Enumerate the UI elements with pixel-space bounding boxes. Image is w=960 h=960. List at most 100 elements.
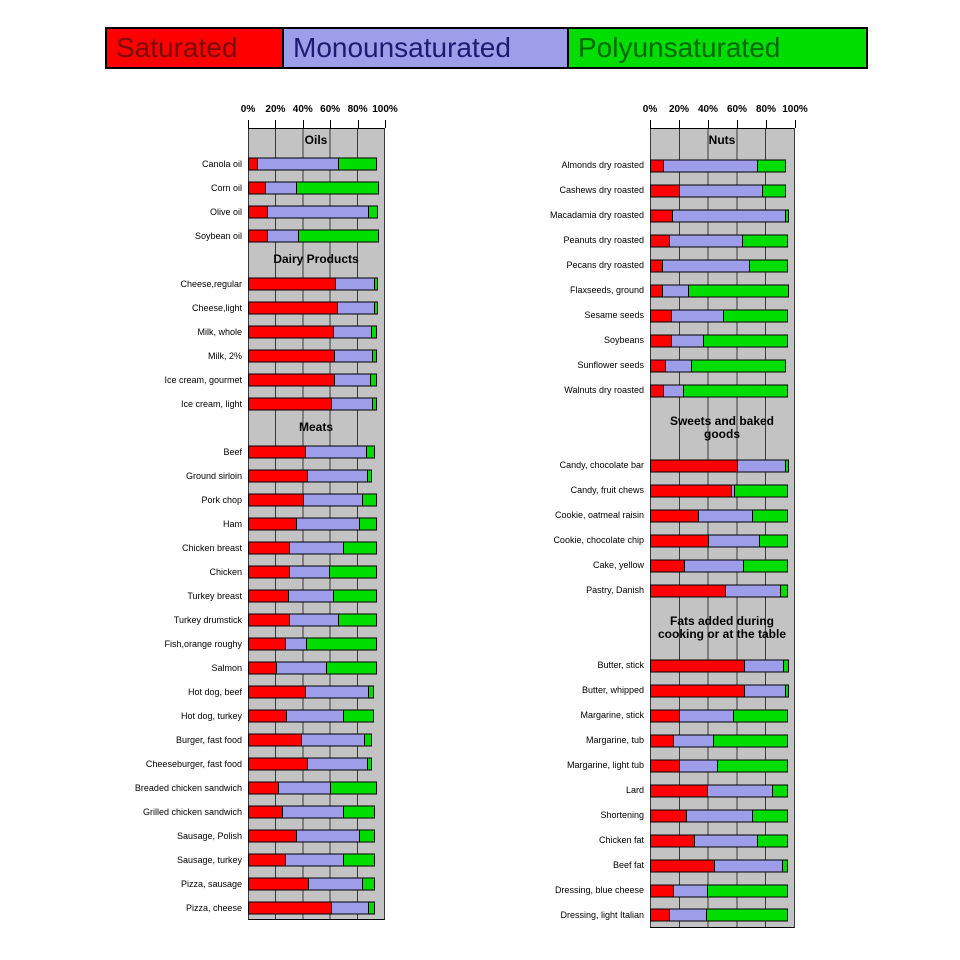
stacked-bar [650,459,794,472]
food-label: Ice cream, gourmet [164,374,242,385]
bar-row: Hot dog, beef [48,680,385,704]
food-label: Cheese,regular [180,278,242,289]
bar-segment-polyunsaturated [338,157,377,171]
bar-track [650,678,795,703]
bar-row: Sunflower seeds [450,353,795,378]
food-label: Breaded chicken sandwich [134,782,242,793]
bar-segment-saturated [248,901,333,914]
bar-segment-monounsaturated [335,277,375,291]
axis-tick-label: 80% [755,104,777,115]
bar-row: Pastry, Danish [450,578,795,603]
bar-track [650,453,795,478]
bar-segment-saturated [650,484,733,497]
stacked-bar [248,301,384,315]
food-label: Dressing, light Italian [560,910,644,920]
bar-track [248,584,385,608]
bar-track [650,303,795,328]
bar-segment-saturated [650,734,675,747]
bar-segment-saturated [650,234,671,247]
group-header-track: Oils [248,128,385,152]
bar-segment-polyunsaturated [358,829,376,843]
bar-row: Soybeans [450,328,795,353]
bar-row: Beef [48,440,385,464]
bar-row: Ham [48,512,385,536]
bar-segment-saturated [248,733,303,747]
bar-row: Shortening [450,803,795,828]
bar-row: Cheese,light [48,296,385,320]
bar-row: Fish,orange roughy [48,632,385,656]
food-label: Lard [625,785,644,795]
bar-track [248,872,385,896]
food-label: Sesame seeds [584,310,644,320]
bar-segment-monounsaturated [713,859,783,872]
stacked-bar [650,859,794,872]
chart-panel-left: 0% 20% 40% 60% 80% 100% Oils Canola oil Corn oi… [48,100,398,920]
stacked-bar [248,709,384,723]
bar-segment-polyunsaturated [297,229,380,243]
bar-row: Burger, fast food [48,728,385,752]
bar-segment-polyunsaturated [757,834,788,847]
bar-segment-saturated [248,565,291,579]
group-header-row: Sweets and baked goods [450,403,795,453]
food-label: Peanuts dry roasted [563,235,644,245]
bar-segment-monounsaturated [264,181,298,195]
bar-segment-saturated [650,834,695,847]
bar-row: Dressing, light Italian [450,903,795,928]
bar-row: Cake, yellow [450,553,795,578]
bar-segment-polyunsaturated [305,637,377,651]
bar-row: Chicken breast [48,536,385,560]
bar-segment-saturated [248,493,304,507]
bar-segment-polyunsaturated [365,445,376,459]
bar-segment-monounsaturated [267,205,370,219]
bar-segment-monounsaturated [267,229,299,243]
bar-segment-polyunsaturated [330,781,377,795]
bar-row: Flaxseeds, ground [450,278,795,303]
axis-tick-mark [737,120,738,128]
bar-segment-saturated [248,853,287,867]
food-label: Almonds dry roasted [561,160,644,170]
legend: Saturated Monounsaturated Polyunsaturate… [105,27,868,69]
bar-track [248,752,385,776]
bar-track [248,392,385,416]
bar-row: Dressing, blue cheese [450,878,795,903]
food-label: Beef fat [612,860,644,870]
stacked-bar [248,613,384,627]
bar-track [248,464,385,488]
bar-track [650,328,795,353]
group-header-row: Fats added during cooking or at the tabl… [450,603,795,653]
stacked-bar [650,834,794,847]
bar-segment-monounsaturated [302,493,363,507]
bar-segment-saturated [248,205,269,219]
bar-row: Sesame seeds [450,303,795,328]
bar-segment-saturated [248,301,338,315]
bar-row: Pizza, cheese [48,896,385,920]
bar-segment-monounsaturated [708,534,760,547]
bar-segment-monounsaturated [669,908,707,922]
legend-polyunsaturated: Polyunsaturated [567,27,868,69]
bar-segment-monounsaturated [256,157,340,171]
bar-track [650,178,795,203]
bar-segment-polyunsaturated [361,493,377,507]
bar-track [650,503,795,528]
group-header-track: Dairy Products [248,248,385,272]
bar-row: Ice cream, gourmet [48,368,385,392]
group-header-track: Fats added during cooking or at the tabl… [650,603,795,653]
axis-tick-label: 100% [372,104,398,115]
food-label: Olive oil [209,206,242,217]
bar-track [248,656,385,680]
bar-track [650,853,795,878]
bar-segment-saturated [248,757,308,771]
bar-track [650,653,795,678]
stacked-bar [248,661,384,675]
bar-row: Lard [450,778,795,803]
bar-track [248,632,385,656]
bar-row: Grilled chicken sandwich [48,800,385,824]
stacked-bar [248,541,384,555]
bar-track [248,824,385,848]
food-label: Chicken fat [598,835,644,845]
bar-segment-monounsaturated [334,349,374,363]
bar-segment-polyunsaturated [771,784,788,797]
bar-track [650,578,795,603]
food-label: Turkey breast [187,590,242,601]
stacked-bar [248,589,384,603]
